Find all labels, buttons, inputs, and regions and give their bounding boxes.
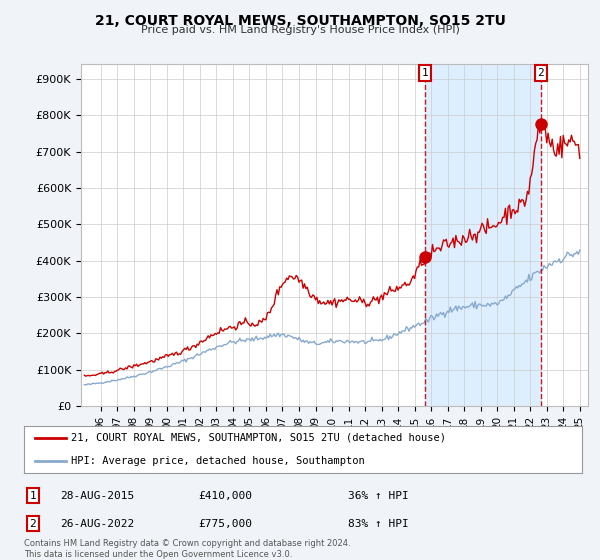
Text: 21, COURT ROYAL MEWS, SOUTHAMPTON, SO15 2TU: 21, COURT ROYAL MEWS, SOUTHAMPTON, SO15 … (95, 14, 505, 28)
Text: Contains HM Land Registry data © Crown copyright and database right 2024.
This d: Contains HM Land Registry data © Crown c… (24, 539, 350, 559)
Text: 1: 1 (29, 491, 37, 501)
Text: HPI: Average price, detached house, Southampton: HPI: Average price, detached house, Sout… (71, 456, 365, 466)
Bar (425, 64, 541, 406)
Text: 21, COURT ROYAL MEWS, SOUTHAMPTON, SO15 2TU (detached house): 21, COURT ROYAL MEWS, SOUTHAMPTON, SO15 … (71, 432, 446, 442)
Text: 2: 2 (538, 68, 544, 78)
Text: 83% ↑ HPI: 83% ↑ HPI (348, 519, 409, 529)
Text: 36% ↑ HPI: 36% ↑ HPI (348, 491, 409, 501)
Text: 1: 1 (422, 68, 429, 78)
Text: 26-AUG-2022: 26-AUG-2022 (60, 519, 134, 529)
Text: £410,000: £410,000 (198, 491, 252, 501)
Text: 2: 2 (29, 519, 37, 529)
Text: £775,000: £775,000 (198, 519, 252, 529)
Text: Price paid vs. HM Land Registry's House Price Index (HPI): Price paid vs. HM Land Registry's House … (140, 25, 460, 35)
Text: 28-AUG-2015: 28-AUG-2015 (60, 491, 134, 501)
